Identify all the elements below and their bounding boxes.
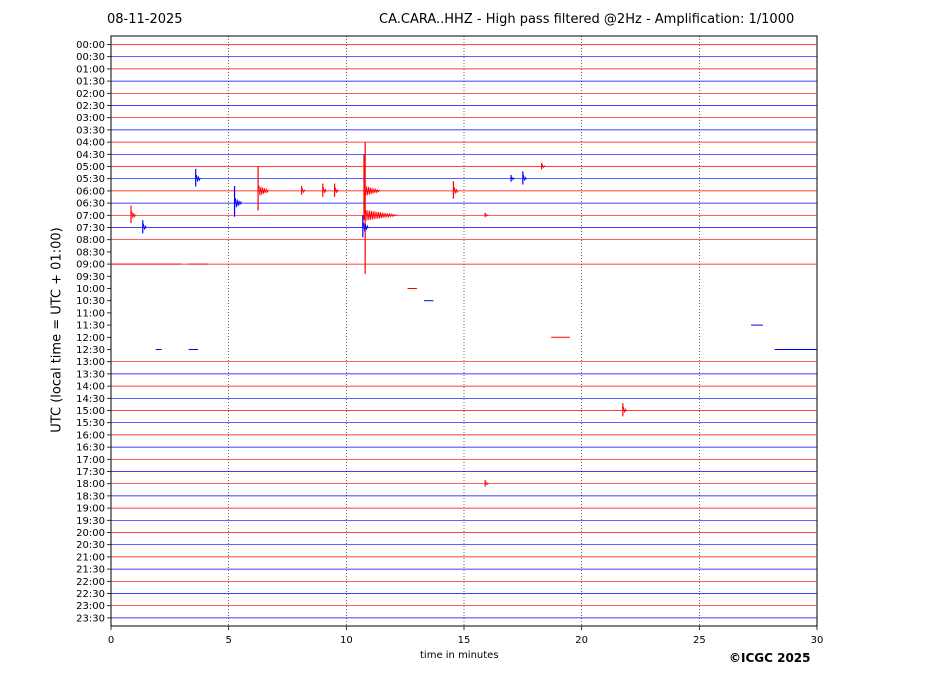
y-tick-label: 06:30 [76,199,105,210]
event-coda [484,481,490,486]
copyright-label: ©ICGC 2025 [729,651,811,665]
event-coda [257,185,270,196]
y-tick-label: 13:30 [76,369,105,380]
x-tick-label: 30 [811,635,824,646]
x-tick-label: 15 [458,635,471,646]
y-tick-label: 18:30 [76,491,105,502]
y-tick-label: 13:00 [76,357,105,368]
y-tick-label: 01:00 [76,64,105,75]
y-tick-label: 10:00 [76,284,105,295]
y-tick-label: 04:30 [76,150,105,161]
y-tick-label: 08:30 [76,247,105,258]
y-tick-label: 16:00 [76,430,105,441]
y-tick-label: 21:00 [76,552,105,563]
y-tick-label: 23:30 [76,613,105,624]
y-tick-label: 01:30 [76,77,105,88]
y-tick-label: 12:30 [76,345,105,356]
y-tick-label: 03:30 [76,125,105,136]
y-tick-label: 17:30 [76,467,105,478]
y-tick-label: 19:30 [76,516,105,527]
y-tick-label: 00:00 [76,40,105,51]
y-tick-label: 14:30 [76,394,105,405]
y-tick-label: 03:00 [76,113,105,124]
x-tick-label: 0 [108,635,114,646]
x-tick-label: 5 [225,635,231,646]
y-tick-label: 17:00 [76,455,105,466]
y-tick-label: 19:00 [76,504,105,515]
x-tick-label: 25 [693,635,706,646]
y-tick-label: 22:00 [76,577,105,588]
y-tick-label: 20:00 [76,528,105,539]
event-coda [622,406,627,413]
y-tick-label: 06:00 [76,186,105,197]
event-coda [484,213,490,217]
event-coda [541,164,546,169]
x-tick-label: 20 [575,635,588,646]
event-coda [234,198,243,208]
event-coda [301,188,306,194]
y-tick-label: 11:00 [76,308,105,319]
y-tick-label: 18:00 [76,479,105,490]
event-coda [195,174,201,182]
y-tick-label: 05:30 [76,174,105,185]
y-tick-label: 07:30 [76,223,105,234]
y-tick-label: 21:30 [76,565,105,576]
y-tick-label: 10:30 [76,296,105,307]
y-tick-label: 05:00 [76,162,105,173]
y-tick-label: 23:00 [76,601,105,612]
y-tick-label: 04:00 [76,138,105,149]
x-tick-label: 10 [340,635,353,646]
event-coda [522,174,527,181]
event-coda [334,186,339,193]
event-coda [142,223,147,230]
y-tick-label: 12:00 [76,333,105,344]
y-tick-label: 07:00 [76,211,105,222]
y-tick-label: 14:00 [76,382,105,393]
date-label: 08-11-2025 [107,12,183,27]
event-coda [364,209,398,221]
event-coda [362,222,369,232]
chart-title: CA.CARA..HHZ - High pass filtered @2Hz -… [379,12,795,27]
y-tick-label: 09:00 [76,260,105,271]
event-coda [510,176,515,181]
y-tick-label: 15:00 [76,406,105,417]
y-tick-label: 16:30 [76,443,105,454]
event-coda [453,187,459,194]
y-tick-label: 15:30 [76,418,105,429]
event-coda [130,211,136,219]
y-tick-label: 11:30 [76,321,105,332]
x-axis-label: time in minutes [420,650,499,661]
y-tick-label: 00:30 [76,52,105,63]
y-tick-label: 02:30 [76,101,105,112]
y-tick-label: 20:30 [76,540,105,551]
y-tick-label: 09:30 [76,272,105,283]
y-tick-label: 22:30 [76,589,105,600]
event-coda [363,185,381,196]
y-tick-label: 08:00 [76,235,105,246]
event-coda [322,186,327,193]
y-tick-label: 02:00 [76,89,105,100]
